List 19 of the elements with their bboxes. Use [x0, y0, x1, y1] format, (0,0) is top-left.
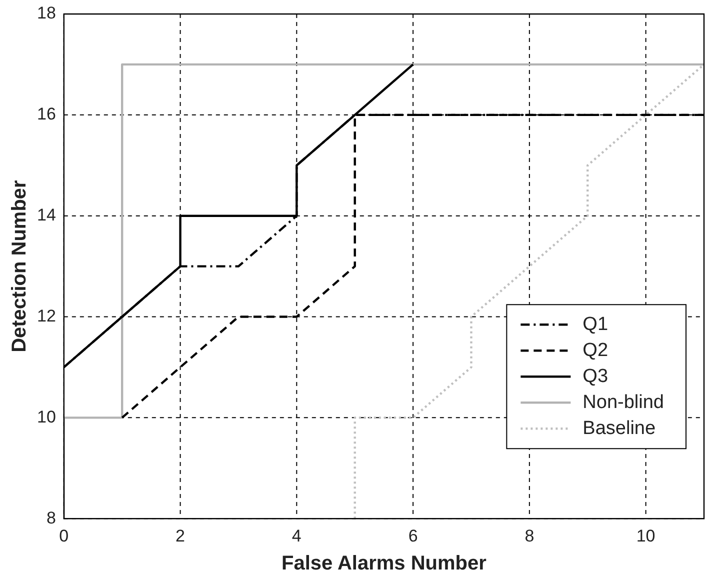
legend-label: Q2 — [582, 340, 608, 361]
y-tick-label: 12 — [36, 306, 56, 326]
legend-label: Q1 — [582, 314, 608, 335]
y-tick-label: 10 — [36, 407, 56, 426]
y-axis-title: Detection Number — [8, 180, 31, 352]
x-axis-title: False Alarms Number — [282, 552, 487, 575]
y-tick-label: 14 — [36, 206, 56, 225]
x-tick-label: 10 — [636, 526, 656, 546]
legend-label: Non-blind — [582, 392, 664, 413]
x-tick-label: 4 — [292, 526, 302, 546]
x-tick-label: 0 — [59, 526, 69, 546]
x-tick-label: 6 — [408, 526, 418, 546]
legend-label: Q3 — [582, 366, 608, 387]
y-tick-label: 18 — [36, 4, 56, 23]
legend-label: Baseline — [582, 418, 656, 439]
x-tick-label: 2 — [176, 526, 186, 546]
y-tick-label: 16 — [36, 104, 56, 124]
x-tick-label: 8 — [524, 526, 534, 546]
y-tick-label: 8 — [46, 508, 56, 528]
